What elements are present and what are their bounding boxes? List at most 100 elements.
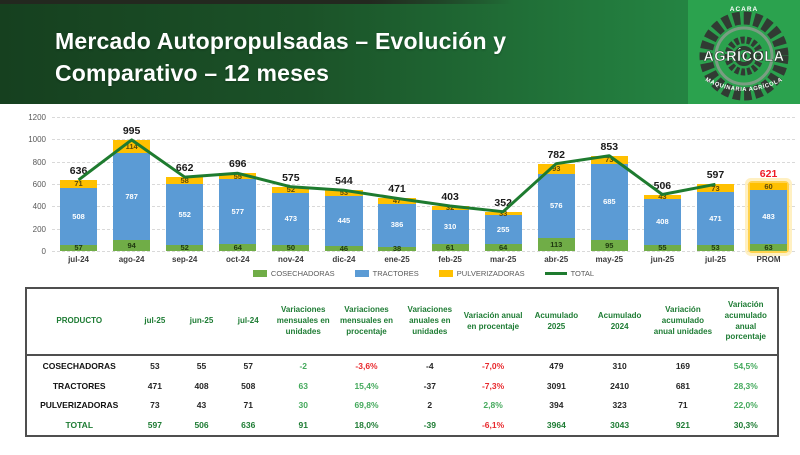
bar-total-label: 853 xyxy=(600,140,619,153)
acara-agricola-logo: ACARA AGRÍCOLA MAQUINARIA AGRÍCOLA xyxy=(688,0,800,104)
table-value-cell: 310 xyxy=(612,360,627,371)
bar-segment-pulverizadoras: 71 xyxy=(59,179,98,189)
table-value-cell: -7,3% xyxy=(481,380,505,391)
y-tick-label: 600 xyxy=(32,180,46,189)
stacked-bar: 33 255 64 xyxy=(484,208,522,251)
table-value-cell: 15,4% xyxy=(354,380,379,391)
bar-segment-pulverizadoras: 60 xyxy=(749,183,788,191)
table-value-cell: 508 xyxy=(241,380,256,391)
bar-segment-tractores: 408 xyxy=(643,199,681,245)
table-value-cell: 43 xyxy=(196,400,207,411)
table-value-cell: 57 xyxy=(243,360,253,371)
y-tick-label: 1000 xyxy=(28,135,46,145)
bar-segment-pulverizadoras: 93 xyxy=(537,163,575,175)
grid-line xyxy=(52,117,795,118)
bar-segment-value: 508 xyxy=(72,211,85,221)
legend-item-cosechadoras: COSECHADORAS xyxy=(252,269,335,278)
swatch-icon xyxy=(252,270,267,277)
bar-segment-value: 576 xyxy=(549,201,563,211)
legend: COSECHADORAS TRACTORES PULVERIZADORAS TOTAL xyxy=(52,264,795,280)
bar-total-label: 636 xyxy=(69,164,88,177)
table-header-row: PRODUCTO jul-25 jun-25 jul-24 Variaciones me… xyxy=(26,288,778,357)
table-product-cell: PULVERIZADORAS xyxy=(40,400,119,411)
stacked-bar: 55 577 64 xyxy=(219,171,257,251)
line-icon xyxy=(544,272,567,275)
stacked-bar-chart: 0 200 400 600 800 1000 1200 636 71 508 57 995 114 78… xyxy=(0,104,800,280)
x-tick-label: ene-25 xyxy=(384,255,410,264)
bar-segment-cosechadoras: 113 xyxy=(537,238,575,251)
bar-slot: 662 58 552 52 xyxy=(158,117,211,251)
bar-segment-value: 53 xyxy=(711,243,720,253)
bar-segment-pulverizadoras: 73 xyxy=(590,155,628,164)
page-title-line1: Mercado Autopropulsadas – Evolución y xyxy=(55,28,507,54)
x-tick-label: mar-25 xyxy=(490,255,517,264)
bar-segment-cosechadoras: 94 xyxy=(113,240,151,251)
bar-segment-value: 55 xyxy=(233,171,242,181)
bar-segment-value: 310 xyxy=(443,222,457,232)
bar-segment-value: 255 xyxy=(496,224,510,234)
bar-slot: 782 93 576 113 xyxy=(530,117,583,251)
table-header-cell: Variaciones anuales en unidades xyxy=(398,288,462,357)
bar-segment-value: 46 xyxy=(339,243,349,253)
stacked-bar: 32 310 61 xyxy=(431,204,469,251)
legend-item-total: TOTAL xyxy=(544,269,594,278)
bar-slot: 471 47 386 38 xyxy=(370,117,423,254)
page-title: Mercado Autopropulsadas – Evolución y Co… xyxy=(55,26,506,89)
bar-segment-tractores: 508 xyxy=(59,187,98,245)
bar-segment-value: 93 xyxy=(552,164,561,174)
table-value-cell: 22,0% xyxy=(733,400,758,411)
bar-segment-cosechadoras: 52 xyxy=(166,244,204,251)
bar-segment-value: 113 xyxy=(550,239,563,249)
table-value-cell: 55 xyxy=(196,360,207,371)
bar-segment-cosechadoras: 50 xyxy=(272,244,310,251)
table-value-cell: 681 xyxy=(675,380,691,391)
table-header-cell: Acumulado 2024 xyxy=(588,288,652,357)
bar-segment-tractores: 685 xyxy=(590,163,628,241)
bar-segment-cosechadoras: 64 xyxy=(484,244,522,251)
bar-slot: 636 71 508 57 xyxy=(52,117,105,251)
table-value-cell: 3091 xyxy=(546,380,566,391)
bar-segment-cosechadoras: 55 xyxy=(643,244,681,251)
bar-segment-value: 483 xyxy=(762,212,775,222)
table-row: TRACTORES 471 408 508 63 15,4% -37 -7,3% 3091 241… xyxy=(26,376,778,396)
table-value-cell: 54,5% xyxy=(733,360,758,371)
bar-segment-value: 71 xyxy=(74,179,83,189)
bar-segment-value: 408 xyxy=(656,217,669,227)
table-value-cell: -2 xyxy=(299,360,308,371)
bar-slot: 696 55 577 64 xyxy=(211,117,264,251)
table-value-cell: -3,6% xyxy=(355,360,378,371)
bar-segment-value: 58 xyxy=(180,175,189,185)
bar-slot: 403 32 310 61 xyxy=(424,117,477,251)
table-value-cell: 2 xyxy=(427,400,433,411)
stacked-bar: 73 471 53 xyxy=(696,184,735,253)
bar-segment-tractores: 576 xyxy=(537,174,575,239)
bar-segment-value: 52 xyxy=(286,184,296,194)
logo-top-text: ACARA xyxy=(730,6,758,13)
page-header: Mercado Autopropulsadas – Evolución y Co… xyxy=(0,0,800,104)
bar-segment-value: 43 xyxy=(658,192,667,202)
legend-item-tractores: TRACTORES xyxy=(354,269,419,278)
stacked-bar: 58 552 52 xyxy=(166,175,204,251)
plot-area: 636 71 508 57 995 114 787 94 662 58 552 52 696 55 577 6… xyxy=(52,117,795,254)
table-value-cell: 597 xyxy=(147,419,162,430)
stacked-bar: 60 483 63 xyxy=(749,183,788,251)
table-value-cell: -7,0% xyxy=(481,360,505,371)
y-tick-label: 200 xyxy=(32,224,46,234)
bar-segment-value: 57 xyxy=(74,243,83,253)
bar-total-label: 621 xyxy=(759,168,778,181)
bar-segment-tractores: 577 xyxy=(219,179,257,244)
bar-slot: 853 73 685 95 xyxy=(583,117,636,251)
swatch-icon xyxy=(354,270,369,277)
table-value-cell: 921 xyxy=(675,419,691,430)
table-value-cell: 2410 xyxy=(610,380,630,391)
table-value-cell: 636 xyxy=(241,419,256,430)
table-header-cell: PRODUCTO xyxy=(26,288,132,357)
table-value-cell: 471 xyxy=(147,380,162,391)
table-value-cell: 3964 xyxy=(546,419,566,430)
bar-segment-value: 33 xyxy=(498,208,508,218)
stacked-bar: 52 473 50 xyxy=(272,184,310,251)
bar-segment-value: 38 xyxy=(392,244,402,254)
bar-segment-tractores: 445 xyxy=(325,196,363,246)
bar-segment-value: 552 xyxy=(178,209,191,219)
bar-segment-cosechadoras: 64 xyxy=(219,244,257,251)
